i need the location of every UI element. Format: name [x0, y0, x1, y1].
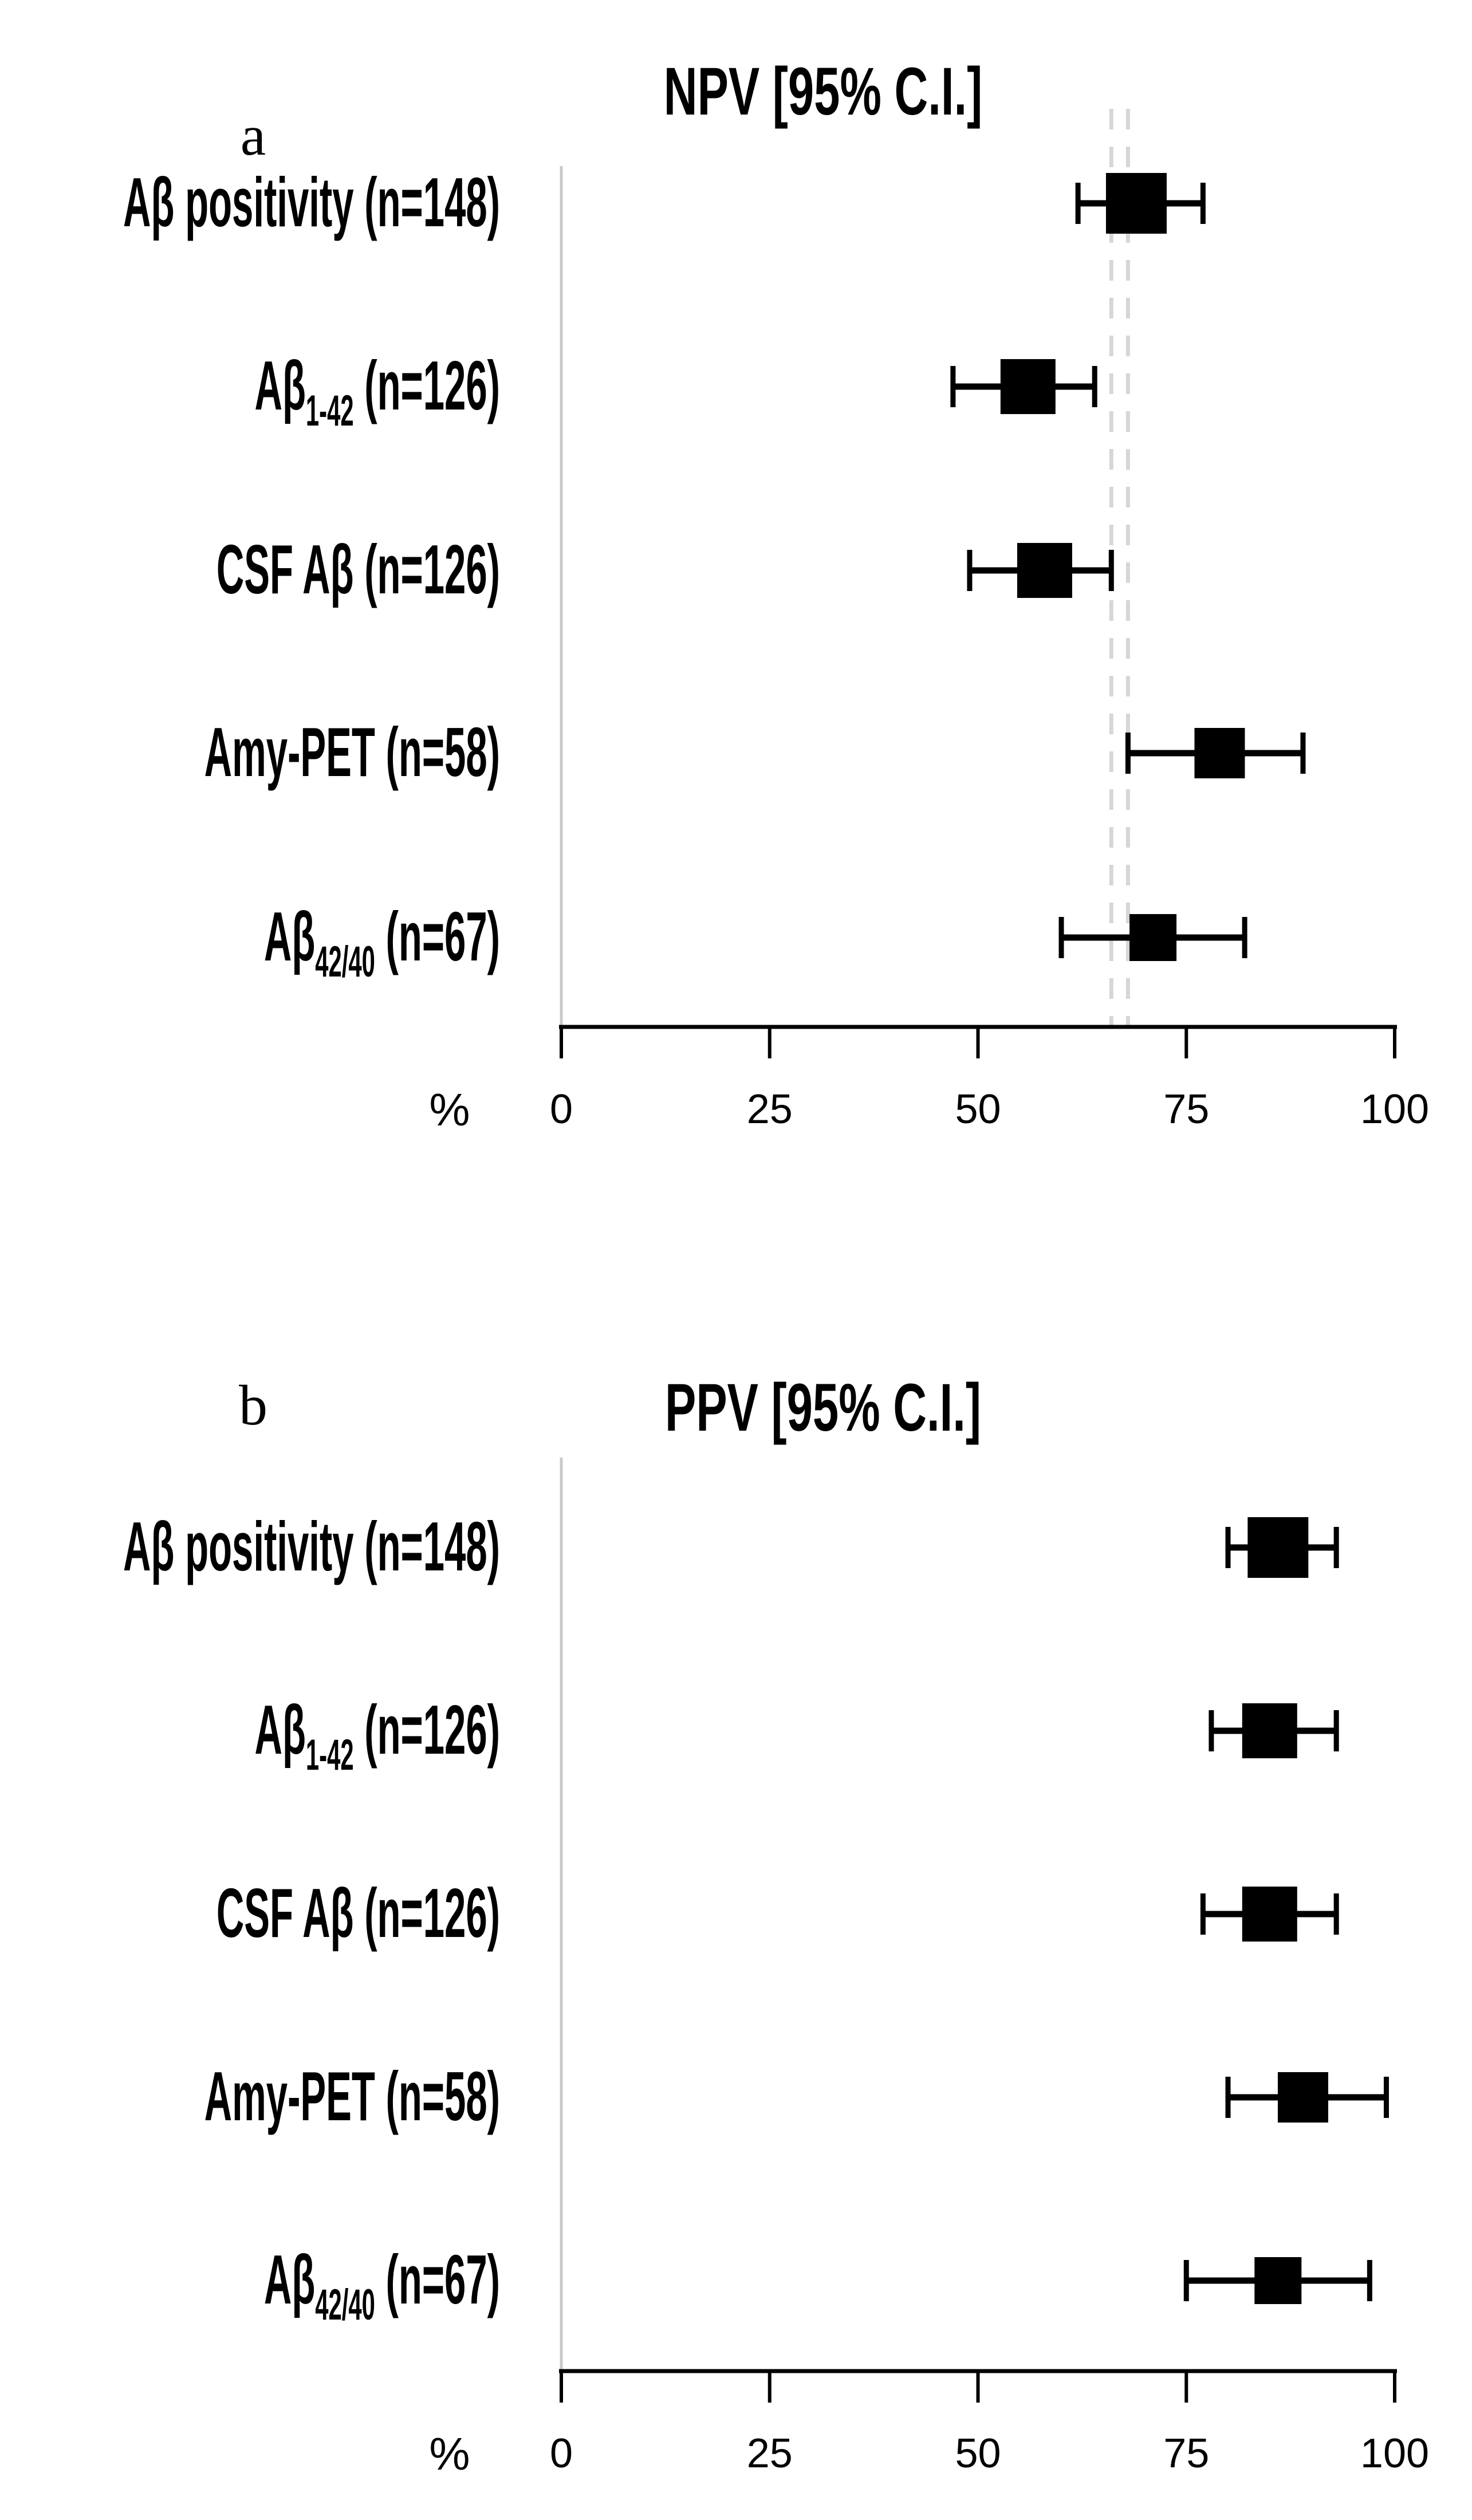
- point-estimate-marker: [1129, 914, 1177, 961]
- x-axis-tick-label: 0: [550, 2431, 573, 2476]
- panel-b: b PPV [95% C.I.] Aβ positivity (n=148) Aβ1-…: [123, 1370, 1429, 2479]
- point-estimate-marker: [1194, 728, 1245, 778]
- point-estimate-marker: [1247, 1517, 1309, 1578]
- row-label: Aβ1-42 (n=126): [255, 1691, 500, 1779]
- x-axis-tick-label: 25: [747, 1086, 793, 1132]
- row-label: Aβ42/40 (n=67): [264, 897, 500, 986]
- point-estimate-marker: [1000, 359, 1056, 414]
- x-axis-tick-label: 25: [747, 2431, 793, 2476]
- x-axis-tick-label: 50: [955, 2431, 1001, 2476]
- x-axis-tick-label: 75: [1163, 2431, 1209, 2476]
- point-estimate-marker: [1254, 2257, 1302, 2304]
- point-estimate-marker: [1242, 1887, 1297, 1942]
- point-estimate-marker: [1105, 173, 1167, 234]
- point-estimate-marker: [1277, 2072, 1328, 2123]
- row-label: CSF Aβ (n=126): [217, 1874, 500, 1952]
- point-estimate-marker: [1242, 1703, 1297, 1758]
- panel-tag-label: b: [239, 1373, 267, 1437]
- x-axis-tick-label: 100: [1360, 1086, 1429, 1132]
- panel-title: PPV [95% C.I.]: [665, 1370, 981, 1446]
- x-axis-unit-label: %: [429, 1084, 470, 1135]
- x-axis-unit-label: %: [429, 2428, 470, 2479]
- row-label: Aβ42/40 (n=67): [264, 2241, 500, 2329]
- x-axis-tick-label: 0: [550, 1086, 573, 1132]
- row-label: CSF Aβ (n=126): [217, 530, 500, 608]
- x-axis-tick-label: 100: [1360, 2431, 1429, 2476]
- panel-title: NPV [95% C.I.]: [664, 54, 982, 129]
- row-label: Aβ positivity (n=148): [123, 1507, 500, 1585]
- row-label: Amy-PET (n=58): [204, 2057, 500, 2135]
- point-estimate-marker: [1017, 543, 1072, 598]
- row-label: Aβ positivity (n=148): [123, 163, 500, 241]
- row-label: Aβ1-42 (n=126): [255, 346, 500, 435]
- panel-a: a NPV [95% C.I.] Aβ positivity (n=148) Aβ1-…: [123, 54, 1429, 1135]
- row-label: Amy-PET (n=58): [204, 713, 500, 791]
- panel-tag-label: a: [241, 104, 266, 167]
- x-axis-tick-label: 75: [1163, 1086, 1209, 1132]
- x-axis-tick-label: 50: [955, 1086, 1001, 1132]
